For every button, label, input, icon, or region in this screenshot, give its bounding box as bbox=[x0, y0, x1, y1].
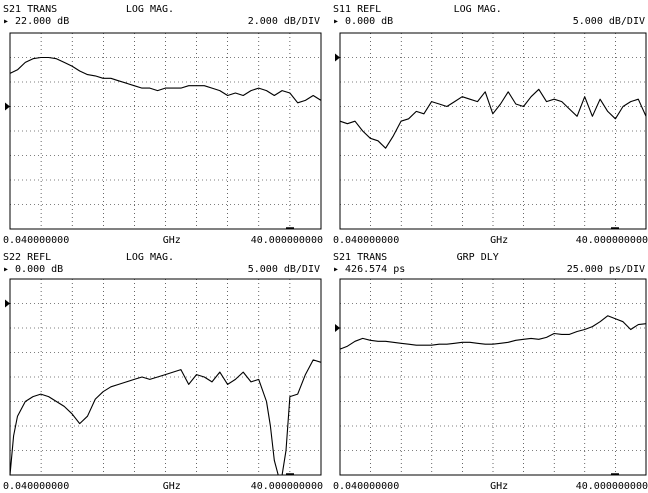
frequency-unit-label: GHz bbox=[490, 235, 508, 246]
frequency-unit-label: GHz bbox=[163, 481, 181, 492]
reference-label: ▸ 0.000 dB bbox=[333, 16, 393, 27]
reference-label: ▸ 426.574 ps bbox=[333, 264, 405, 275]
reference-marker bbox=[5, 102, 10, 111]
format-label: LOG MAG. bbox=[126, 4, 174, 15]
parameter-label: S11 REFL bbox=[333, 4, 381, 15]
start-frequency-label: 0.040000000 bbox=[3, 235, 69, 246]
scale-label: 2.000 dB/DIV bbox=[248, 16, 320, 27]
trace-line bbox=[339, 315, 647, 350]
stop-frequency-label: 40.000000000 bbox=[251, 481, 323, 492]
parameter-label: S21 TRANS bbox=[3, 4, 57, 15]
channel-panel-1: S21 TRANS LOG MAG. ▸ 22.000 dB 2.000 dB/DIV… bbox=[3, 4, 323, 246]
scale-label: 5.000 dB/DIV bbox=[248, 264, 320, 275]
reference-marker bbox=[335, 53, 340, 62]
frequency-unit-label: GHz bbox=[163, 235, 181, 246]
stop-frequency-label: 40.000000000 bbox=[576, 235, 648, 246]
stop-frequency-label: 40.000000000 bbox=[251, 235, 323, 246]
channel-panel-4: S21 TRANS GRP DLY ▸ 426.574 ps 25.000 ps/DI… bbox=[333, 252, 648, 492]
scale-label: 5.000 dB/DIV bbox=[573, 16, 645, 27]
format-label: LOG MAG. bbox=[454, 4, 502, 15]
channel-panel-3: S22 REFL LOG MAG. ▸ 0.000 dB 5.000 dB/DIV 0.… bbox=[3, 252, 323, 492]
reference-label: ▸ 22.000 dB bbox=[3, 16, 69, 27]
trace-line bbox=[9, 56, 322, 104]
channel-panel-2: S11 REFL LOG MAG. ▸ 0.000 dB 5.000 dB/DIV 0.… bbox=[333, 4, 648, 246]
reference-marker bbox=[335, 324, 340, 332]
reference-label: ▸ 0.000 dB bbox=[3, 264, 63, 275]
trace-line bbox=[9, 359, 322, 476]
stop-frequency-label: 40.000000000 bbox=[576, 481, 648, 492]
start-frequency-label: 0.040000000 bbox=[333, 481, 399, 492]
trace-line bbox=[339, 88, 647, 149]
format-label: GRP DLY bbox=[457, 252, 499, 263]
parameter-label: S22 REFL bbox=[3, 252, 51, 263]
start-frequency-label: 0.040000000 bbox=[333, 235, 399, 246]
parameter-label: S21 TRANS bbox=[333, 252, 387, 263]
start-frequency-label: 0.040000000 bbox=[3, 481, 69, 492]
frequency-unit-label: GHz bbox=[490, 481, 508, 492]
scale-label: 25.000 ps/DIV bbox=[567, 264, 645, 275]
format-label: LOG MAG. bbox=[126, 252, 174, 263]
reference-marker bbox=[5, 299, 10, 308]
